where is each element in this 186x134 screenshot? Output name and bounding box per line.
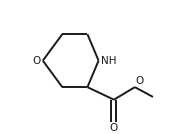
Text: O: O	[136, 76, 144, 86]
Text: O: O	[110, 123, 118, 133]
Text: NH: NH	[101, 56, 116, 66]
Text: O: O	[33, 56, 41, 66]
